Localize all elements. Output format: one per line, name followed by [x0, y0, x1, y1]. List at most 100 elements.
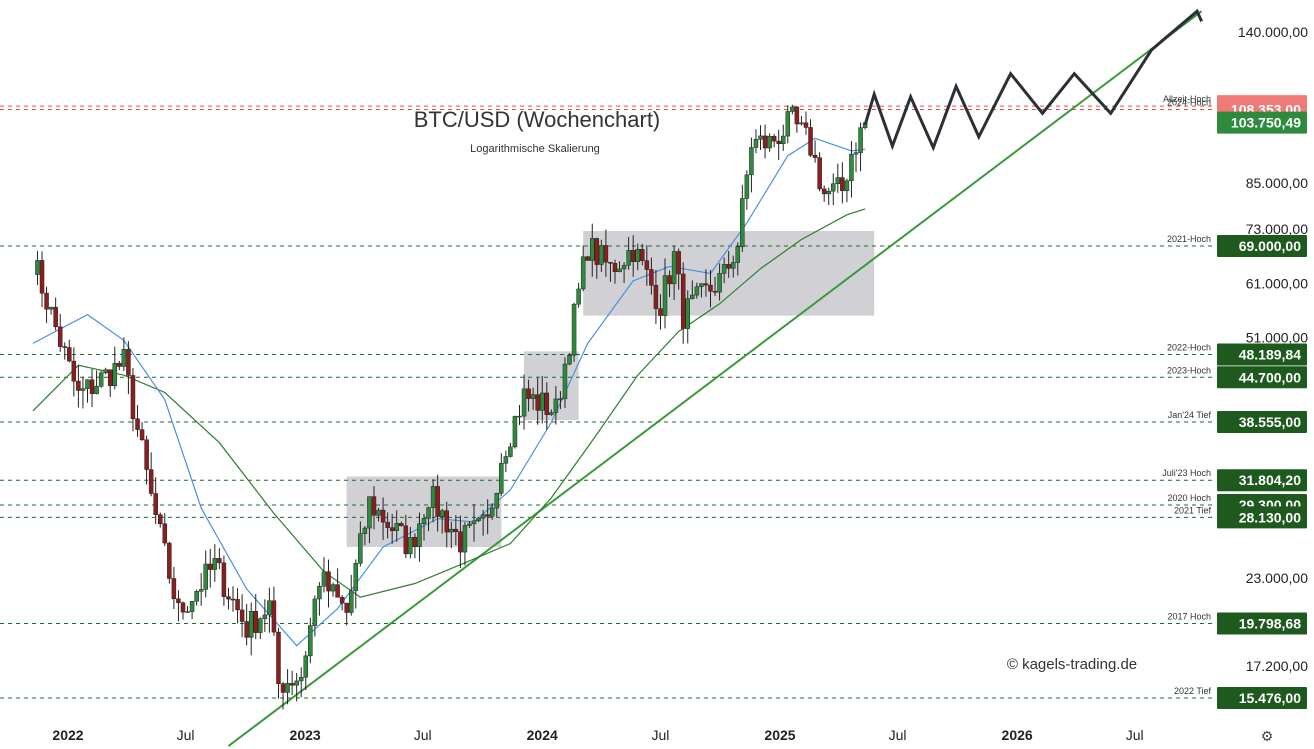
- time-tick-label: Jul: [652, 727, 670, 743]
- candle-body: [335, 584, 340, 598]
- candle-body: [776, 140, 781, 144]
- candle-body: [494, 493, 500, 509]
- candle: [317, 582, 322, 616]
- candle-body: [458, 531, 463, 553]
- candle-body: [521, 388, 527, 417]
- candle-body: [221, 562, 227, 597]
- candle: [671, 245, 677, 300]
- candle-body: [371, 496, 377, 516]
- candle: [603, 229, 609, 278]
- level-label: 2020 Hoch: [1167, 493, 1211, 503]
- candle: [421, 514, 427, 541]
- candle-body: [153, 493, 158, 515]
- candle-body: [98, 372, 104, 387]
- candle: [799, 116, 804, 126]
- candle-body: [844, 180, 850, 191]
- price-badge-bg: [1217, 506, 1307, 529]
- candle-body: [89, 379, 95, 394]
- candle: [608, 261, 613, 282]
- candle-body: [762, 135, 768, 149]
- price-badge: 38.555,00: [1217, 410, 1307, 433]
- candle-body: [553, 398, 559, 413]
- candle: [180, 601, 186, 620]
- candle-body: [671, 251, 677, 285]
- candle-body: [690, 294, 695, 299]
- candle: [458, 515, 463, 569]
- candle-body: [107, 369, 113, 387]
- candle-body: [735, 246, 741, 263]
- candle-body: [808, 127, 813, 156]
- level-label: Allzeit-Hoch: [1163, 94, 1211, 104]
- candle-body: [630, 250, 636, 262]
- candle: [335, 568, 340, 598]
- candle-body: [171, 578, 177, 600]
- level-label: 2017 Hoch: [1167, 612, 1211, 622]
- candle-body: [235, 599, 240, 611]
- time-tick-label: Jul: [414, 727, 432, 743]
- candle-body: [771, 135, 777, 142]
- candle: [217, 548, 222, 570]
- candle-body: [244, 621, 249, 638]
- candle-body: [362, 527, 368, 534]
- candle-body: [608, 261, 613, 264]
- candle-body: [703, 283, 709, 286]
- candle-body: [649, 269, 654, 286]
- candle: [753, 129, 759, 154]
- candle: [258, 617, 263, 639]
- price-tick-label: 73.000,00: [1246, 221, 1308, 237]
- candle: [694, 282, 700, 299]
- candle-body: [267, 600, 272, 616]
- candle: [130, 367, 136, 432]
- candle: [467, 521, 472, 528]
- price-tick-label: 51.000,00: [1246, 329, 1308, 345]
- candle: [157, 512, 163, 528]
- candle: [80, 376, 86, 409]
- candle: [449, 521, 454, 549]
- gear-icon[interactable]: ⚙: [1260, 728, 1274, 744]
- candle-body: [544, 392, 550, 415]
- candle-body: [230, 598, 236, 601]
- price-badge-bg: [1217, 111, 1307, 134]
- candle: [298, 667, 304, 698]
- candle: [612, 259, 618, 284]
- candle: [412, 533, 418, 559]
- candle: [644, 245, 650, 286]
- candle: [453, 515, 459, 546]
- candle: [744, 170, 750, 210]
- candle: [85, 379, 90, 403]
- candle-body: [767, 135, 772, 149]
- candle: [539, 376, 545, 424]
- candle-body: [853, 152, 859, 155]
- candle: [103, 367, 108, 375]
- candle: [585, 255, 590, 261]
- candle: [389, 513, 395, 544]
- time-tick-label: 2022: [52, 727, 83, 743]
- candle: [117, 360, 122, 371]
- price-badge: 19.798,68: [1217, 612, 1307, 635]
- candle-body: [444, 510, 449, 533]
- candle-body: [685, 298, 691, 329]
- candle: [821, 185, 827, 202]
- price-badge: 69.000,00: [1217, 235, 1307, 257]
- candle-body: [699, 283, 704, 288]
- price-tick-label: 61.000,00: [1246, 275, 1308, 291]
- candle-body: [367, 496, 372, 529]
- candle: [690, 280, 695, 300]
- candle-body: [858, 127, 863, 153]
- candle: [112, 346, 118, 390]
- price-badge-bg: [1217, 469, 1307, 492]
- candle-body: [294, 680, 299, 686]
- candle: [253, 594, 258, 640]
- candle-body: [394, 523, 399, 531]
- time-tick-label: 2023: [290, 727, 321, 743]
- candle: [76, 364, 81, 408]
- candle-body: [794, 106, 800, 125]
- candle-body: [821, 188, 827, 195]
- candle-body: [517, 415, 522, 418]
- candle-body: [280, 683, 286, 693]
- candle-body: [426, 507, 431, 519]
- price-badges: 109.588,00108.353,00103.750,4969.000,004…: [1217, 95, 1307, 709]
- candle: [717, 263, 722, 301]
- candle: [840, 162, 845, 204]
